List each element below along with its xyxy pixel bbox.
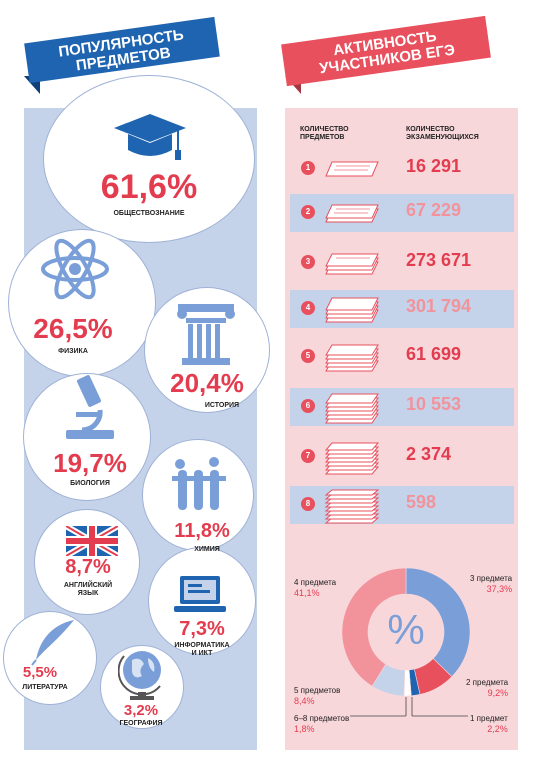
- label-chemistry: ХИМИЯ: [194, 546, 220, 553]
- donut-label-1-name: 1 предмет: [470, 714, 508, 723]
- donut-label-5-value: 8,4%: [294, 696, 315, 706]
- donut-label-2-name: 2 предмета: [466, 678, 509, 687]
- label-history: ИСТОРИЯ: [204, 402, 240, 409]
- header-subject-count: КОЛИЧЕСТВО ПРЕДМЕТОВ: [300, 126, 349, 142]
- globe-icon: [118, 651, 161, 700]
- label-social-studies: ОБЩЕСТВОЗНАНИЕ: [113, 210, 185, 217]
- donut-label-2-value: 9,2%: [487, 688, 509, 698]
- row-number-badge: 7: [301, 449, 315, 463]
- table-row: 4 301 794: [290, 290, 514, 328]
- label-informatics-line2: И ИКТ: [191, 650, 213, 657]
- label-informatics: ИНФОРМАТИКА И ИКТ: [162, 642, 242, 658]
- donut-label-6-8: 6–8 предметов 1,8%: [294, 714, 349, 735]
- subject-circle-social-studies: [44, 76, 254, 242]
- header-participant-count-line2: ЭКЗАМЕНУЮЩИХСЯ: [406, 134, 479, 141]
- donut-label-3: 3 предмета 37,3%: [470, 574, 512, 595]
- laptop-icon: [174, 576, 226, 612]
- donut-label-4-name: 4 предмета: [294, 578, 337, 587]
- donut-label-1: 1 предмет 2,2%: [470, 714, 508, 735]
- percent-history: 20,4%: [170, 368, 244, 398]
- subject-circle-literature: [4, 612, 96, 704]
- participant-count: 2 374: [406, 444, 452, 464]
- donut-label-1-value: 2,2%: [487, 724, 508, 734]
- donut-center-symbol: %: [387, 606, 425, 653]
- participant-count: 10 553: [406, 394, 462, 414]
- subjects-share-donut: [341, 567, 471, 697]
- table-row: 3 273 671: [290, 244, 514, 282]
- donut-label-3-value: 37,3%: [486, 584, 513, 594]
- participant-count: 273 671: [406, 250, 472, 270]
- paper-stack-icon: [325, 161, 379, 177]
- donut-label-3-name: 3 предмета: [470, 574, 513, 583]
- row-number-badge: 2: [301, 205, 315, 219]
- participant-count: 67 229: [406, 200, 462, 220]
- subject-circle-physics: [9, 230, 155, 376]
- paper-stack-icon: [324, 489, 380, 524]
- table-row: 2 67 229: [290, 194, 514, 232]
- label-physics: ФИЗИКА: [58, 348, 88, 355]
- row-number-badge: 1: [301, 161, 315, 175]
- label-informatics-line1: ИНФОРМАТИКА: [174, 642, 230, 649]
- paper-stack-icon: [325, 344, 379, 372]
- row-number-badge: 8: [301, 497, 315, 511]
- participant-count: 61 699: [406, 344, 462, 364]
- participant-count: 598: [406, 492, 437, 512]
- row-number-badge: 5: [301, 349, 315, 363]
- participant-count: 16 291: [406, 156, 462, 176]
- header-subject-count-line2: ПРЕДМЕТОВ: [300, 134, 345, 141]
- header-subject-count-line1: КОЛИЧЕСТВО: [300, 126, 349, 133]
- label-english-line2: ЯЗЫК: [77, 590, 99, 597]
- percent-physics: 26,5%: [33, 313, 113, 344]
- donut-label-6-8-value: 1,8%: [294, 724, 315, 734]
- donut-label-4-value: 41,1%: [294, 588, 320, 598]
- paper-stack-icon: [325, 204, 379, 223]
- quill-icon: [31, 620, 74, 666]
- percent-chemistry: 11,8%: [174, 520, 230, 542]
- donut-label-6-8-name: 6–8 предметов: [294, 714, 350, 723]
- atom-icon: [41, 238, 109, 300]
- graduation-cap-icon: [114, 114, 186, 160]
- test-tubes-icon: [172, 457, 226, 510]
- paper-stack-icon: [325, 297, 379, 323]
- uk-flag-icon: [66, 526, 118, 556]
- paper-stack-icon: [324, 442, 380, 475]
- row-number-badge: 6: [301, 399, 315, 413]
- percent-informatics: 7,3%: [179, 618, 225, 640]
- donut-label-2: 2 предмета 9,2%: [466, 678, 508, 699]
- row-number-badge: 3: [301, 255, 315, 269]
- label-biology: БИОЛОГИЯ: [70, 480, 110, 487]
- table-row: 6 10 553: [290, 388, 514, 426]
- column-icon: [177, 304, 235, 365]
- donut-label-5-name: 5 предметов: [294, 686, 341, 695]
- percent-literature: 5,5%: [22, 664, 58, 681]
- donut-label-4: 4 предмета 41,1%: [294, 578, 336, 599]
- percent-social-studies: 61,6%: [100, 168, 198, 206]
- header-participant-count: КОЛИЧЕСТВО ЭКЗАМЕНУЮЩИХСЯ: [406, 126, 479, 142]
- table-row: 1 16 291: [290, 150, 514, 188]
- paper-stack-icon: [325, 393, 379, 424]
- percent-english: 8,7%: [65, 556, 111, 578]
- percent-geography: 3,2%: [123, 702, 159, 719]
- label-literature: ЛИТЕРАТУРА: [22, 684, 68, 691]
- label-geography: ГЕОГРАФИЯ: [119, 720, 163, 727]
- table-row: 7 2 374: [290, 438, 514, 476]
- paper-stack-icon: [325, 253, 379, 275]
- row-number-badge: 4: [301, 301, 315, 315]
- table-row: 8 598: [290, 486, 514, 524]
- microscope-icon: [66, 375, 114, 439]
- label-english: АНГЛИЙСКИЙ ЯЗЫК: [48, 582, 128, 598]
- table-row: 5 61 699: [290, 338, 514, 376]
- header-participant-count-line1: КОЛИЧЕСТВО: [406, 126, 455, 133]
- participant-count: 301 794: [406, 296, 472, 316]
- donut-label-5: 5 предметов 8,4%: [294, 686, 340, 707]
- donut-hole: [368, 594, 444, 670]
- percent-biology: 19,7%: [53, 448, 127, 478]
- label-english-line1: АНГЛИЙСКИЙ: [63, 582, 113, 589]
